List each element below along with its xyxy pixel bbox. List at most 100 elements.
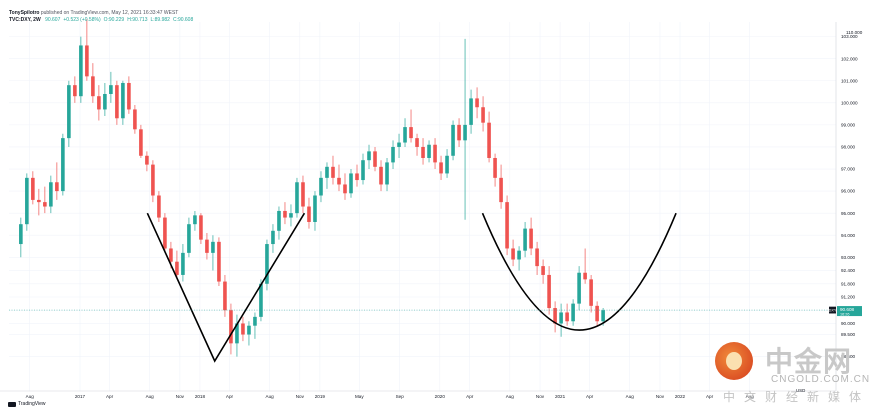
candle [325,162,329,189]
candle-body [391,146,395,163]
symbol-tag: DXY [829,309,837,313]
candle-body [157,195,161,218]
candle [229,303,233,355]
candle-body [307,206,311,222]
candle [193,210,197,231]
ohlc-value: H:90.713 [127,16,148,23]
pattern-drawings[interactable] [146,212,677,363]
time-tick-label: Apr [706,394,714,399]
cup-pattern-drawing [481,212,677,331]
candle [523,221,527,258]
candle [97,85,101,121]
candle [319,171,323,203]
time-axis[interactable]: Aug 2017 Apr Aug Nov 2018 Apr Aug Nov 2019 May Sep 2… [26,394,755,399]
candle-body [511,248,515,260]
candle [79,36,83,103]
candle [91,63,95,103]
candle-body [433,144,437,163]
candle-body [217,241,221,282]
price-tick-label: 94.000 [841,233,855,238]
candle-body [313,195,317,222]
candle-body [529,228,533,249]
candle [259,279,263,322]
time-tick-label: 2022 [675,394,686,399]
candle-body [505,202,509,249]
candle [517,246,521,271]
candle [67,80,71,147]
price-tick-label: 99.000 [841,122,855,127]
candle-body [367,151,371,161]
candle-body [295,182,299,214]
candle-body [379,166,383,185]
candle-body [343,184,347,194]
candle [145,151,149,172]
candle-body [325,166,329,178]
candle [595,301,599,326]
candle [115,80,119,125]
candle-body [361,160,365,181]
candle [181,244,185,282]
candle-body [169,248,173,262]
candle [211,235,215,271]
symbol-label[interactable]: TVC:DXY, 2W [9,16,41,23]
candle [343,173,347,200]
author-name[interactable]: TonySpilotro [9,10,40,16]
candle-body [91,76,95,97]
candle-body [301,182,305,207]
candle [355,164,359,187]
candle [511,239,515,267]
candle [127,76,131,114]
candle [205,233,209,260]
candle [247,321,251,346]
candle [19,217,23,258]
time-tick-label: 2017 [75,394,86,399]
candle-body [463,124,467,141]
price-tick-label: 88.500 [841,354,855,359]
time-tick-label: May [355,394,364,399]
candle [49,175,53,214]
candle [475,87,479,119]
candle [427,140,431,163]
candle [421,138,425,165]
candle [559,303,563,337]
ohlc-line: TVC:DXY, 2W 90.607 +0.523 (+0.58%) O:90.22… [9,17,199,24]
price-tick-label: 90.000 [841,321,855,326]
candle-body [265,244,269,284]
candle [25,173,29,231]
candle [535,241,539,275]
price-tick-label: 91.200 [841,295,855,300]
candle [547,266,551,315]
candle [481,96,485,132]
candle-body [415,138,419,147]
candle-body [565,312,569,322]
publish-info: published on TradingView.com, May 12, 20… [40,10,179,16]
candle [397,133,401,158]
candle [577,266,581,311]
watermark-cn-title: 中金网 [765,345,853,378]
candle [235,314,239,357]
tradingview-footer[interactable]: TradingView [8,401,46,407]
candle [439,155,443,181]
candle [163,213,167,253]
candle [349,169,353,198]
candle-body [451,124,455,156]
candle-body [73,85,77,97]
candle [175,250,179,278]
candle [361,153,365,185]
price-tick-label: 100.000 [841,100,858,105]
price-header-tick-label: 110.000 [846,30,863,35]
candle-body [559,312,563,324]
candle-body [127,82,131,110]
candle-body [43,202,47,207]
candle-body [397,142,401,147]
candle-body [193,215,197,225]
price-tick-label: 102.000 [841,56,858,61]
candle-body [49,182,53,207]
candle-body [337,177,341,185]
candle [373,146,377,172]
price-tick-label: 97.000 [841,167,855,172]
candle [187,217,191,258]
candle-body [421,146,425,158]
